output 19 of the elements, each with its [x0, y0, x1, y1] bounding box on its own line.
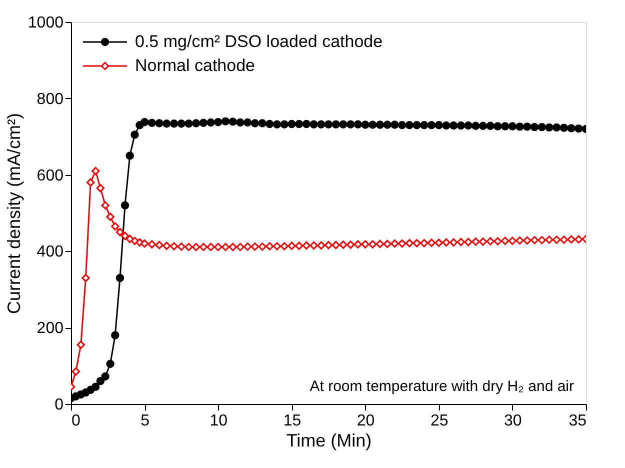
- x-tick-label: 35: [568, 412, 587, 430]
- y-axis-title: Current density (mA/cm²): [4, 112, 24, 314]
- legend-label: Normal cathode: [135, 56, 256, 75]
- annotation: At room temperature with dry H₂ and air: [310, 378, 574, 395]
- legend-label: 0.5 mg/cm² DSO loaded cathode: [135, 32, 383, 51]
- x-tick-label: 25: [430, 412, 448, 430]
- x-tick-label: 0: [72, 412, 80, 430]
- y-tick-label: 600: [36, 167, 64, 184]
- y-tick-label: 1000: [28, 14, 64, 32]
- x-tick-label: 10: [210, 412, 228, 430]
- y-tick-label: 400: [36, 244, 64, 261]
- x-tick-label: 15: [283, 412, 302, 430]
- x-axis-title: Time (Min): [286, 430, 372, 450]
- y-tick-label: 0: [54, 396, 64, 414]
- y-tick-label: 200: [36, 320, 64, 338]
- x-tick-label: 20: [356, 412, 375, 430]
- y-tick-label: 800: [36, 90, 64, 108]
- x-tick-label: 5: [140, 412, 150, 430]
- x-tick-label: 30: [504, 412, 522, 430]
